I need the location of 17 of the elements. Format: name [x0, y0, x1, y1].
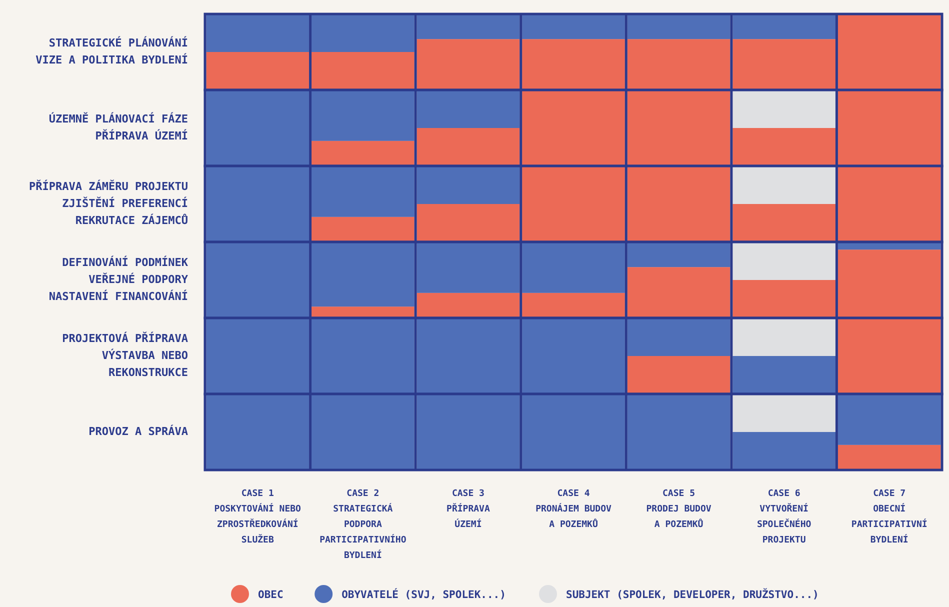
legend-label: SUBJEKT (SPOLEK, DEVELOPER, DRUŽSTVO...)	[566, 588, 819, 601]
legend-label: OBEC	[258, 589, 284, 601]
bar	[311, 306, 414, 318]
x-tick-label: CASE 6 VYTVOŘENÍ SPOLEČNÉHO PROJEKTU	[756, 489, 812, 546]
y-axis-title: PROJEKTOVÁ PŘÍPRAVA VÝSTAVBA NEBO REKONSTRUKCE	[62, 331, 188, 380]
y-axis-title: PROVOZ A SPRÁVA	[88, 424, 188, 438]
x-tick-label: CASE 4 PRONÁJEM BUDOV A POZEMKŮ	[536, 489, 612, 530]
y-axis-title: PŘÍPRAVA ZÁMĚRU PROJEKTU ZJIŠTĚNÍ PREFERENCÍ REKRUTACE ZÁJEMCŮ	[29, 179, 188, 228]
x-tick-label: CASE 2 STRATEGICKÁ PODPORA PARTICIPATIVNÍHO BYDLENÍ	[320, 489, 407, 561]
legend-label: OBYVATELÉ (SVJ, SPOLEK...)	[342, 588, 506, 601]
y-axis-title: DEFINOVÁNÍ PODMÍNEK VEŘEJNÉ PODPORY NASTAVENÍ FINANCOVÁNÍ	[48, 255, 188, 304]
x-tick-label: CASE 7 OBECNÍ PARTICIPATIVNÍ BYDLENÍ	[851, 489, 928, 546]
x-tick-label: CASE 3 PŘÍPRAVA ÚZEMÍ	[446, 489, 490, 530]
x-tick-label: CASE 1 POSKYTOVÁNÍ NEBO ZPROSTŘEDKOVÁNÍ SLUŽEB	[214, 489, 302, 546]
y-axis-title: STRATEGICKÉ PLÁNOVÁNÍ VIZE A POLITIKA BYDLENÍ	[36, 36, 188, 67]
x-tick-label: CASE 5 PRODEJ BUDOV A POZEMKŮ	[646, 489, 712, 530]
y-axis-title: ÚZEMNĚ PLÁNOVACÍ FÁZE PŘÍPRAVA ÚZEMÍ	[48, 112, 188, 143]
